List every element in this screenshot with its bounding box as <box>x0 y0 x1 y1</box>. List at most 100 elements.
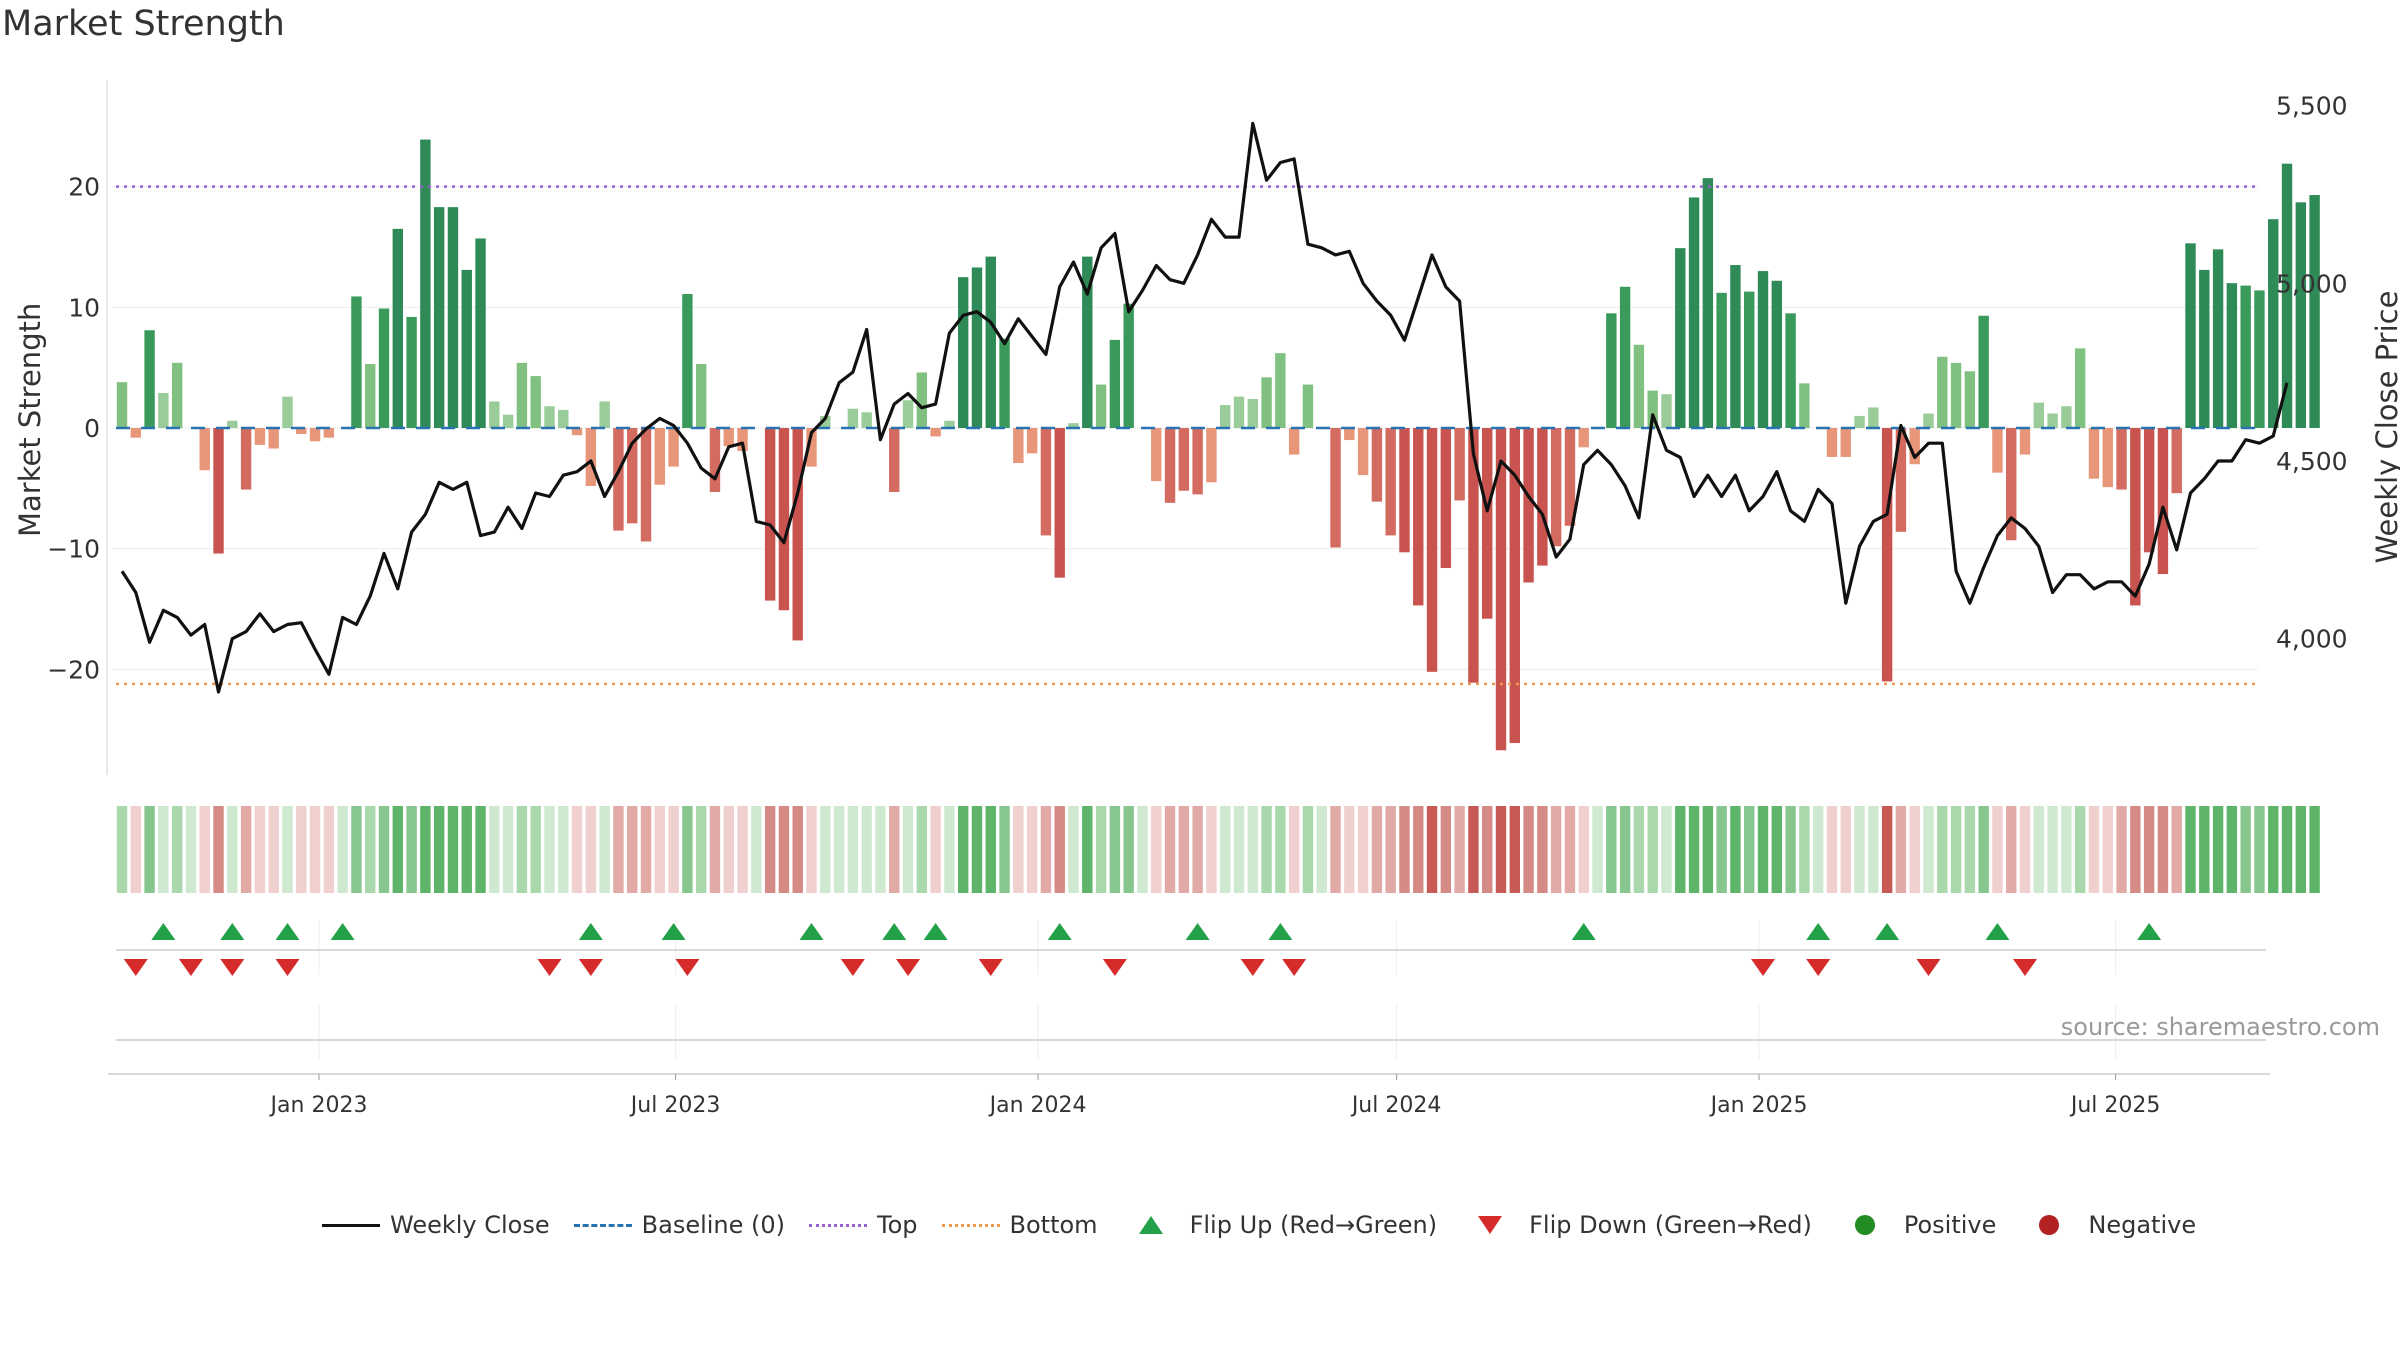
heat-cell <box>254 806 266 893</box>
legend-item-flip-down[interactable]: Flip Down (Green→Red) <box>1459 1210 1812 1240</box>
legend-item-negative[interactable]: Negative <box>2018 1210 2196 1240</box>
heat-cell <box>1923 806 1934 893</box>
y2-tick-label: 5,500 <box>2276 92 2348 121</box>
strength-bar <box>599 401 610 428</box>
heat-cell <box>668 806 679 893</box>
strength-bar <box>1344 428 1355 441</box>
strength-bar <box>1371 428 1383 502</box>
flip-down-marker <box>1916 959 1941 976</box>
strength-bar <box>1509 428 1520 744</box>
heat-cell <box>1013 806 1024 893</box>
heat-cell <box>227 806 238 893</box>
strength-bar <box>1537 428 1548 566</box>
strength-bar <box>1730 265 1741 428</box>
strength-bar <box>1785 313 1796 428</box>
heat-cell <box>365 806 376 893</box>
heat-cell <box>709 806 721 893</box>
strength-bar <box>1564 428 1576 526</box>
flip-up-marker <box>882 923 907 940</box>
heat-cell <box>1399 806 1410 893</box>
flip-down-marker <box>178 959 203 976</box>
strength-bar <box>2199 269 2210 428</box>
heat-cell <box>1826 806 1838 893</box>
heat-cell <box>1192 806 1203 893</box>
strength-bar <box>1868 407 1879 428</box>
strength-bar <box>1288 428 1300 455</box>
strength-bar <box>2295 202 2307 428</box>
strength-bar <box>1854 415 1865 428</box>
heat-cell <box>1509 806 1520 893</box>
heat-cell <box>282 806 293 893</box>
legend-item-top[interactable]: Top <box>807 1210 918 1240</box>
heat-cell <box>2268 806 2279 893</box>
y-tick-label: 20 <box>68 173 100 202</box>
heat-cell <box>1840 806 1851 893</box>
heat-cell <box>1785 806 1796 893</box>
heat-cell <box>1413 806 1424 893</box>
strength-bar <box>1688 197 1700 428</box>
strength-bar <box>1964 371 1976 428</box>
heat-cell <box>1647 806 1658 893</box>
heat-cell <box>392 806 403 893</box>
heat-cell <box>199 806 210 893</box>
heat-cell <box>2295 806 2307 893</box>
flip-up-marker <box>1806 923 1831 940</box>
strength-bar <box>1619 286 1631 428</box>
heat-cell <box>1302 806 1314 893</box>
legend-item-positive[interactable]: Positive <box>1834 1210 1996 1240</box>
circle-icon <box>2039 1215 2060 1235</box>
heat-cell <box>309 806 321 893</box>
strength-bar <box>240 428 252 490</box>
heat-cell <box>1206 806 1217 893</box>
strength-bar <box>709 428 721 492</box>
legend-item-weekly-close[interactable]: Weekly Close <box>320 1210 550 1240</box>
strength-bar <box>1799 383 1810 428</box>
heat-cell <box>2212 806 2224 893</box>
heat-cell <box>2116 806 2127 893</box>
heat-cell <box>640 806 652 893</box>
strength-bar <box>1633 344 1645 428</box>
heat-cell <box>1523 806 1534 893</box>
heat-cell <box>1261 806 1272 893</box>
flip-down-marker <box>978 959 1003 976</box>
legend-item-baseline[interactable]: Baseline (0) <box>572 1210 785 1240</box>
flip-up-marker <box>2137 923 2162 940</box>
strength-bar <box>764 428 776 601</box>
heat-cell <box>337 806 348 893</box>
strength-bar <box>820 415 831 428</box>
heat-cell <box>1151 806 1162 893</box>
heat-cell <box>1054 806 1065 893</box>
strength-bar <box>489 401 500 428</box>
heat-cell <box>2254 806 2265 893</box>
strength-bar <box>1923 413 1934 428</box>
heat-cell <box>1178 806 1190 893</box>
heat-cell <box>1495 806 1507 893</box>
heat-cell <box>1978 806 1989 893</box>
heat-cell <box>2185 806 2196 893</box>
strength-bar <box>640 428 652 542</box>
strength-bar <box>1895 428 1907 532</box>
legend-item-bottom[interactable]: Bottom <box>940 1210 1098 1240</box>
heat-cell <box>1854 806 1865 893</box>
strength-bar <box>1606 313 1617 428</box>
heat-cell <box>682 806 693 893</box>
strength-bar <box>1675 248 1686 428</box>
strength-bar <box>1095 384 1107 428</box>
strength-bar <box>144 330 155 428</box>
heat-cell <box>1426 806 1438 893</box>
heat-cell <box>420 806 431 893</box>
y-tick-label: −10 <box>47 535 100 564</box>
strength-bar <box>1482 428 1493 619</box>
heat-cell <box>723 806 734 893</box>
heat-cell <box>695 806 707 893</box>
heat-cell <box>2281 806 2293 893</box>
heat-cell <box>654 806 666 893</box>
strength-bar <box>1647 390 1658 428</box>
legend-item-flip-up[interactable]: Flip Up (Red→Green) <box>1120 1210 1437 1240</box>
strength-bar <box>1426 428 1438 672</box>
heat-cell <box>116 806 128 893</box>
heat-cell <box>902 806 914 893</box>
strength-bar <box>930 428 941 437</box>
strength-bar <box>2226 283 2238 428</box>
flip-up-marker <box>1985 923 2010 940</box>
